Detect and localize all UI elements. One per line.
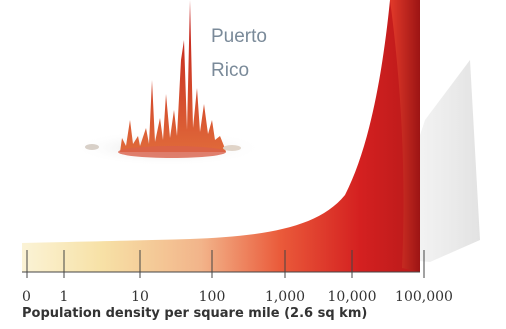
x-axis-title: Population density per square mile (2.6 … [22,306,367,321]
place-label-line1: Puerto [211,26,267,47]
x-axis-tick-labels: 0 1 10 100 1,000 10,000 100,000 [22,289,453,305]
x-tick-label: 10 [131,289,149,305]
x-axis-ticks [26,250,425,278]
density-surface [22,0,420,272]
x-tick-label: 10,000 [328,289,377,305]
puerto-rico-relief [73,0,263,166]
x-tick-label: 100,000 [395,289,453,305]
x-tick-label: 100 [199,289,226,305]
place-label-line2: Rico [211,60,249,81]
x-tick-label: 1,000 [265,289,305,305]
surface-shadow [300,60,480,262]
x-tick-label: 0 [22,289,31,305]
density-surface-wall [390,0,420,272]
x-tick-label: 1 [60,289,69,305]
